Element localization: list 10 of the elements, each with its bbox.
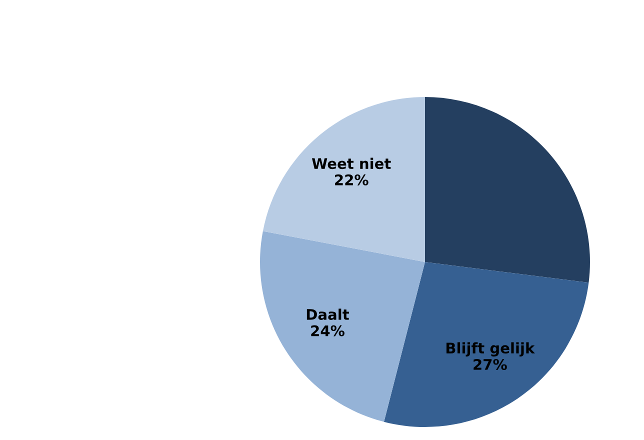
- pie-slice: [384, 262, 589, 427]
- data-label: 24%: [311, 325, 344, 336]
- slice-label: Weet niet: [312, 158, 391, 170]
- data-label: 27%: [474, 358, 507, 370]
- slice-label: Blijft gelijk: [446, 342, 535, 356]
- data-label: 22%: [335, 174, 368, 186]
- pie-slice: [425, 97, 590, 283]
- pie-slice: [260, 231, 425, 422]
- slice-label: Daalt: [306, 308, 350, 320]
- pie-slice: [262, 97, 425, 262]
